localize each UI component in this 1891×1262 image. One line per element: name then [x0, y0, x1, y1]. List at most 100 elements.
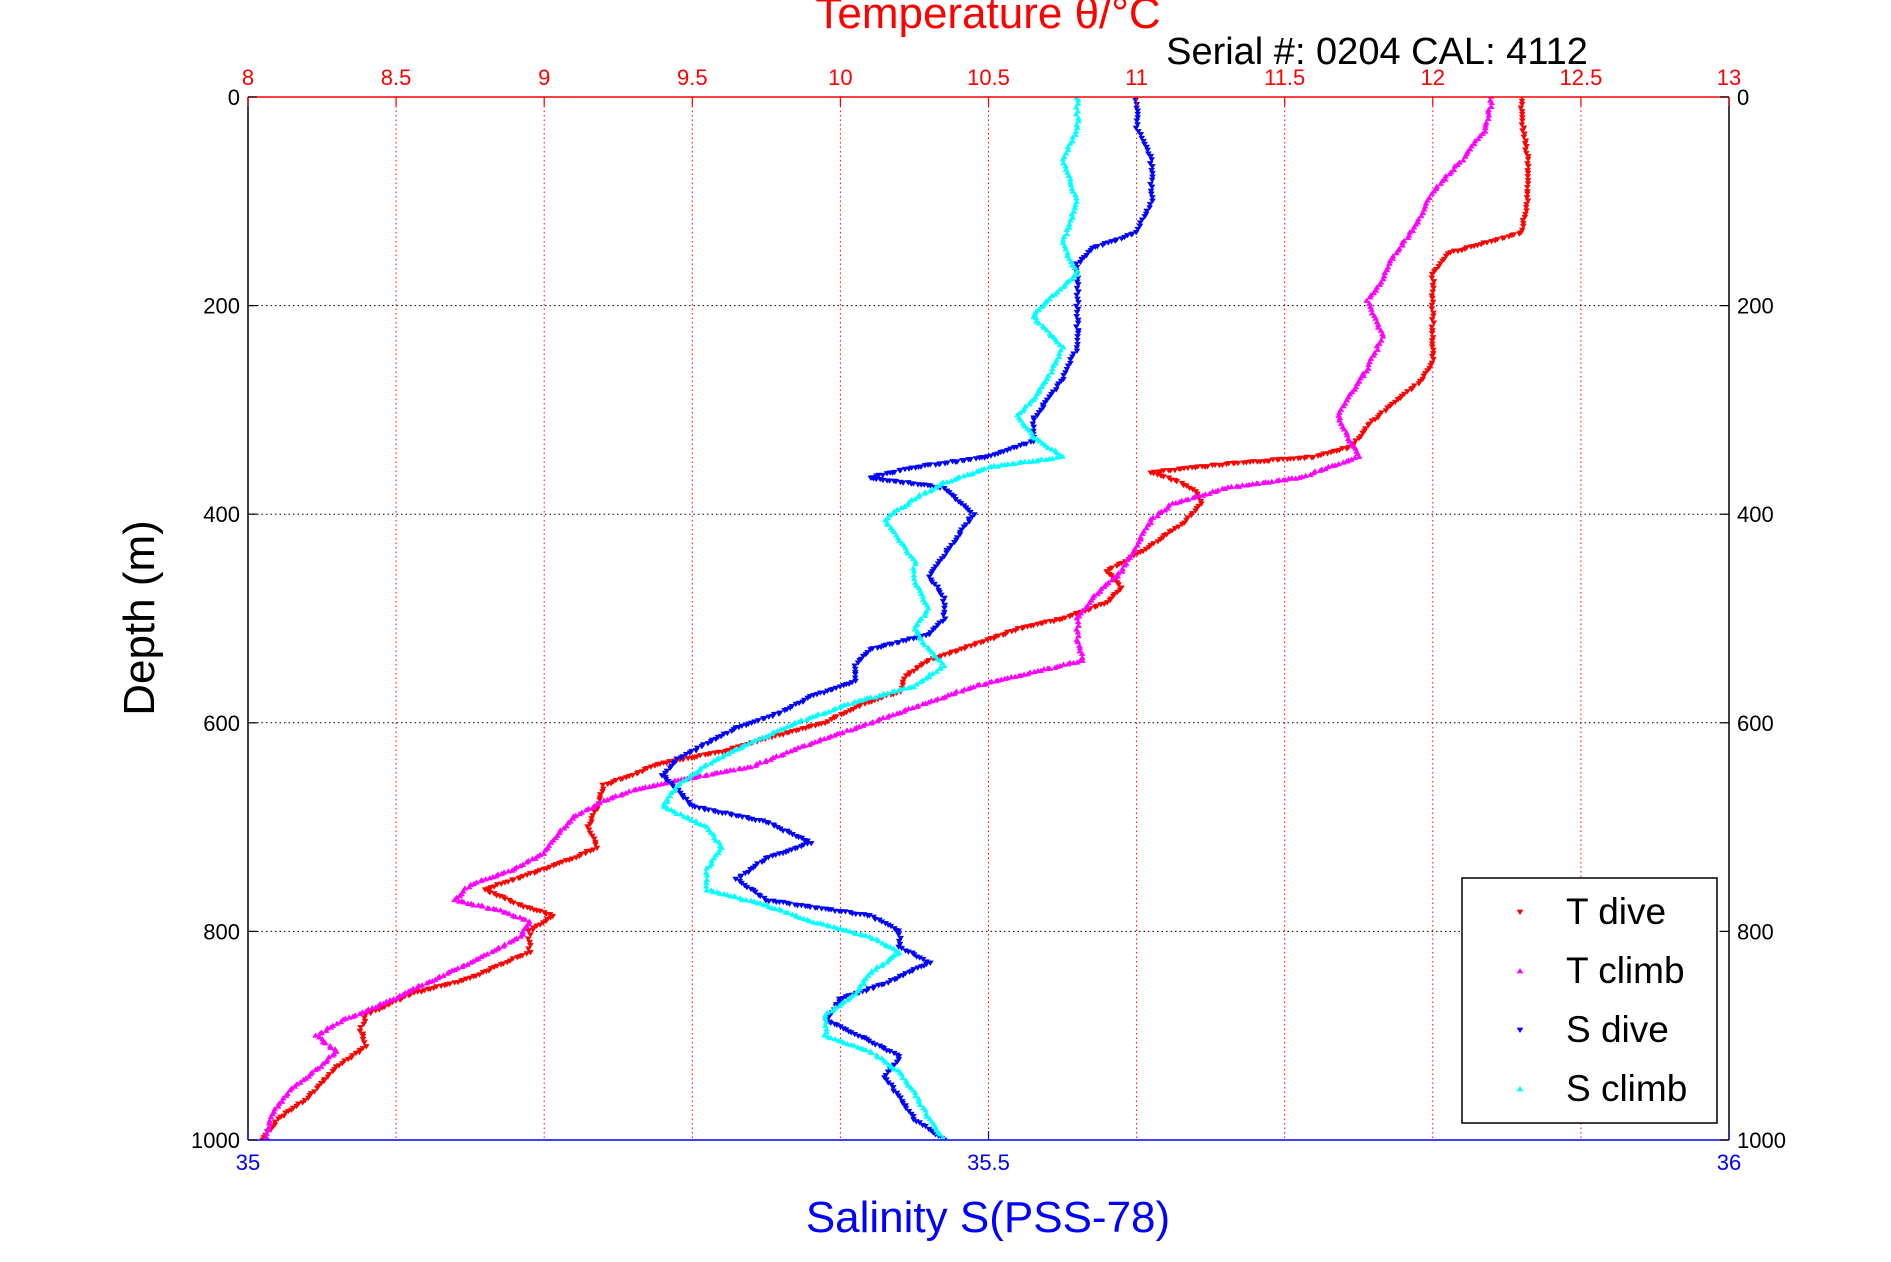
t-dive-marker [1066, 614, 1074, 620]
t-climb-marker [1339, 402, 1347, 409]
t-dive-marker [1428, 317, 1436, 323]
s-dive-marker [1073, 314, 1081, 320]
s-climb-marker [750, 898, 758, 904]
s-dive-marker [905, 1108, 913, 1115]
t-climb-marker [1154, 512, 1162, 519]
t-climb-marker [460, 899, 468, 905]
s-climb-marker [667, 806, 675, 813]
t-climb-marker [464, 961, 471, 967]
s-climb-marker [809, 919, 817, 925]
t-climb-marker [386, 997, 394, 1003]
t-dive-marker [1517, 105, 1525, 111]
t-climb-marker [806, 741, 813, 747]
t-climb-marker [1417, 212, 1425, 219]
s-climb-marker [1044, 444, 1052, 450]
s-dive-marker [1073, 279, 1081, 285]
t-dive-marker [599, 782, 607, 789]
t-dive-marker [633, 771, 641, 777]
t-climb-marker [889, 711, 897, 718]
tick-label-left: 600 [203, 711, 240, 736]
s-climb-marker [1053, 339, 1061, 345]
s-dive-marker [1118, 236, 1125, 242]
t-climb-marker [721, 768, 729, 774]
s-climb-marker [849, 700, 857, 706]
s-dive-marker [741, 870, 749, 877]
s-dive-marker [1047, 391, 1055, 398]
t-climb-marker [1195, 492, 1203, 498]
s-dive-marker [854, 660, 862, 666]
s-climb-marker [907, 553, 915, 559]
s-climb-marker [920, 490, 928, 496]
s-climb-marker [1035, 320, 1043, 326]
s-dive-marker [1060, 372, 1067, 379]
s-climb-marker [1042, 456, 1050, 462]
t-climb-marker [278, 1098, 286, 1104]
s-climb-marker [882, 1059, 890, 1065]
t-dive-marker [1524, 154, 1532, 160]
t-climb-marker [492, 906, 500, 912]
s-climb-marker [890, 945, 898, 951]
t-climb-marker [1259, 479, 1267, 486]
t-dive-marker [282, 1110, 289, 1116]
s-dive-marker [851, 666, 859, 673]
t-dive-marker [1183, 517, 1190, 524]
s-dive-marker [1074, 306, 1082, 313]
t-climb-marker [529, 855, 536, 862]
s-climb-marker [1069, 188, 1077, 194]
s-dive-marker [940, 612, 947, 618]
s-dive-marker [895, 938, 903, 945]
s-climb-marker [1009, 460, 1016, 466]
s-dive-marker [670, 761, 677, 767]
s-climb-marker [925, 673, 933, 680]
t-climb-marker [423, 980, 431, 986]
t-climb-marker [444, 970, 451, 976]
t-dive-marker [1521, 211, 1529, 218]
t-climb-marker [1487, 97, 1495, 99]
t-climb-marker [1075, 632, 1082, 639]
s-dive-marker [941, 602, 949, 609]
s-climb-marker [714, 849, 722, 856]
s-dive-marker [751, 817, 759, 824]
s-climb-marker [915, 493, 922, 500]
s-dive-marker [1149, 174, 1156, 180]
t-climb-marker [317, 1063, 325, 1069]
t-dive-marker [1154, 539, 1162, 545]
s-dive-marker [1075, 289, 1082, 295]
s-dive-marker [893, 640, 901, 646]
s-dive-marker [1136, 223, 1144, 230]
s-dive-marker [851, 663, 859, 669]
s-dive-marker [927, 571, 935, 577]
s-climb-marker [917, 678, 924, 685]
t-climb-marker [717, 769, 725, 775]
s-dive-marker [1073, 292, 1081, 299]
t-climb-marker [337, 1018, 345, 1025]
s-climb-marker [836, 704, 844, 710]
s-climb-marker [921, 612, 929, 618]
s-dive-marker [893, 1059, 901, 1066]
s-climb-marker [800, 915, 808, 922]
s-climb-marker [1060, 344, 1067, 350]
t-climb-marker [773, 753, 780, 759]
s-climb-marker [883, 958, 891, 965]
s-dive-marker [897, 935, 904, 942]
t-dive-marker [1230, 461, 1237, 467]
tick-label-top: 13 [1717, 65, 1741, 90]
s-climb-marker [724, 891, 731, 898]
t-dive-marker [1523, 195, 1531, 201]
t-climb-marker [1450, 166, 1458, 173]
t-dive-marker [1428, 302, 1436, 309]
t-climb-marker [497, 907, 504, 913]
t-dive-marker [1197, 498, 1205, 505]
s-climb-marker [1075, 117, 1082, 124]
s-dive-marker [895, 1054, 903, 1060]
s-dive-marker [1149, 195, 1156, 201]
t-dive-marker [329, 1069, 337, 1075]
t-climb-marker [1459, 157, 1467, 163]
t-dive-marker [1523, 184, 1531, 191]
s-climb-marker [1073, 104, 1080, 110]
s-dive-marker [895, 928, 903, 934]
t-climb-marker [333, 1020, 341, 1026]
tick-label-left: 1000 [191, 1128, 240, 1153]
s-dive-marker [1135, 129, 1142, 135]
t-climb-marker [965, 685, 972, 692]
